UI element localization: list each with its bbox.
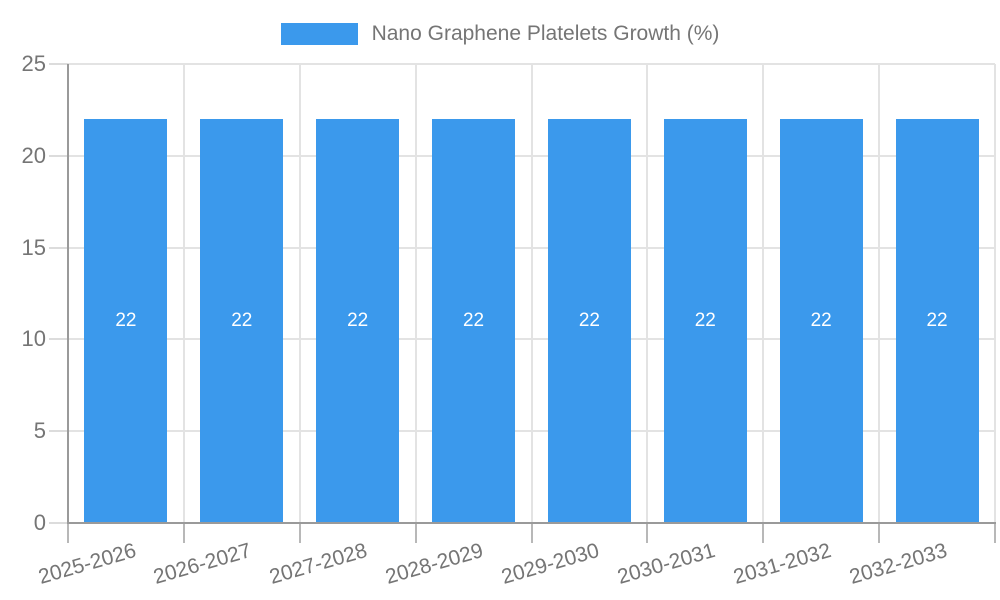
x-tick-label: 2025-2026 bbox=[35, 539, 139, 589]
bar[interactable] bbox=[779, 119, 863, 523]
bar-value-label: 22 bbox=[810, 310, 832, 332]
y-tick-label: 25 bbox=[21, 51, 46, 76]
legend-swatch bbox=[280, 23, 358, 45]
y-axis-tick bbox=[49, 246, 68, 249]
x-gridline bbox=[182, 64, 185, 523]
bar[interactable] bbox=[663, 119, 747, 523]
x-gridline bbox=[994, 64, 996, 523]
x-tick-label: 2030-2031 bbox=[614, 539, 718, 589]
x-tick-label: 2031-2032 bbox=[730, 539, 834, 589]
x-gridline bbox=[414, 64, 417, 523]
x-tick-label: 2028-2029 bbox=[383, 539, 486, 589]
bar[interactable] bbox=[200, 119, 284, 523]
y-tick-label: 0 bbox=[33, 510, 46, 535]
x-gridline bbox=[762, 64, 765, 523]
y-axis-tick bbox=[49, 338, 68, 341]
bar[interactable] bbox=[895, 119, 979, 523]
legend-label: Nano Graphene Platelets Growth (%) bbox=[371, 22, 720, 45]
x-tick-label: 2026-2027 bbox=[151, 539, 255, 589]
x-axis-tick bbox=[182, 524, 185, 543]
x-gridline bbox=[298, 64, 301, 523]
y-axis-tick bbox=[49, 154, 68, 157]
x-axis-tick bbox=[530, 524, 533, 543]
y-tick-label: 10 bbox=[21, 326, 46, 352]
bar[interactable] bbox=[84, 119, 168, 523]
x-axis-tick bbox=[67, 524, 69, 543]
x-gridline bbox=[878, 64, 881, 523]
x-axis-line bbox=[67, 522, 996, 524]
legend: Nano Graphene Platelets Growth (%) bbox=[0, 21, 1000, 47]
y-axis-tick bbox=[49, 522, 68, 524]
bar[interactable] bbox=[432, 119, 516, 523]
y-tick-label: 20 bbox=[21, 142, 46, 168]
bar[interactable] bbox=[547, 119, 631, 523]
y-axis-line bbox=[67, 64, 69, 525]
bar-value-label: 22 bbox=[926, 310, 948, 332]
x-axis-tick bbox=[298, 524, 301, 543]
bar-value-label: 22 bbox=[578, 310, 600, 332]
x-axis-tick bbox=[414, 524, 417, 543]
x-tick-label: 2027-2028 bbox=[267, 539, 371, 589]
y-tick-label: 5 bbox=[33, 418, 46, 444]
x-tick-label: 2029-2030 bbox=[498, 539, 602, 589]
x-axis-tick bbox=[646, 524, 649, 543]
x-tick-label: 2032-2033 bbox=[846, 539, 950, 589]
x-gridline bbox=[530, 64, 533, 523]
bar-value-label: 22 bbox=[231, 310, 253, 332]
bar-value-label: 22 bbox=[694, 310, 716, 332]
y-axis-tick bbox=[49, 63, 68, 65]
bar-value-label: 22 bbox=[115, 310, 137, 332]
y-tick-label: 15 bbox=[21, 234, 46, 260]
x-axis-tick bbox=[878, 524, 881, 543]
bar-value-label: 22 bbox=[347, 310, 369, 332]
x-axis-tick bbox=[994, 524, 996, 543]
y-axis-tick bbox=[49, 430, 68, 433]
bar[interactable] bbox=[316, 119, 400, 523]
x-axis-tick bbox=[762, 524, 765, 543]
bar-value-label: 22 bbox=[462, 310, 485, 332]
x-gridline bbox=[646, 64, 649, 523]
